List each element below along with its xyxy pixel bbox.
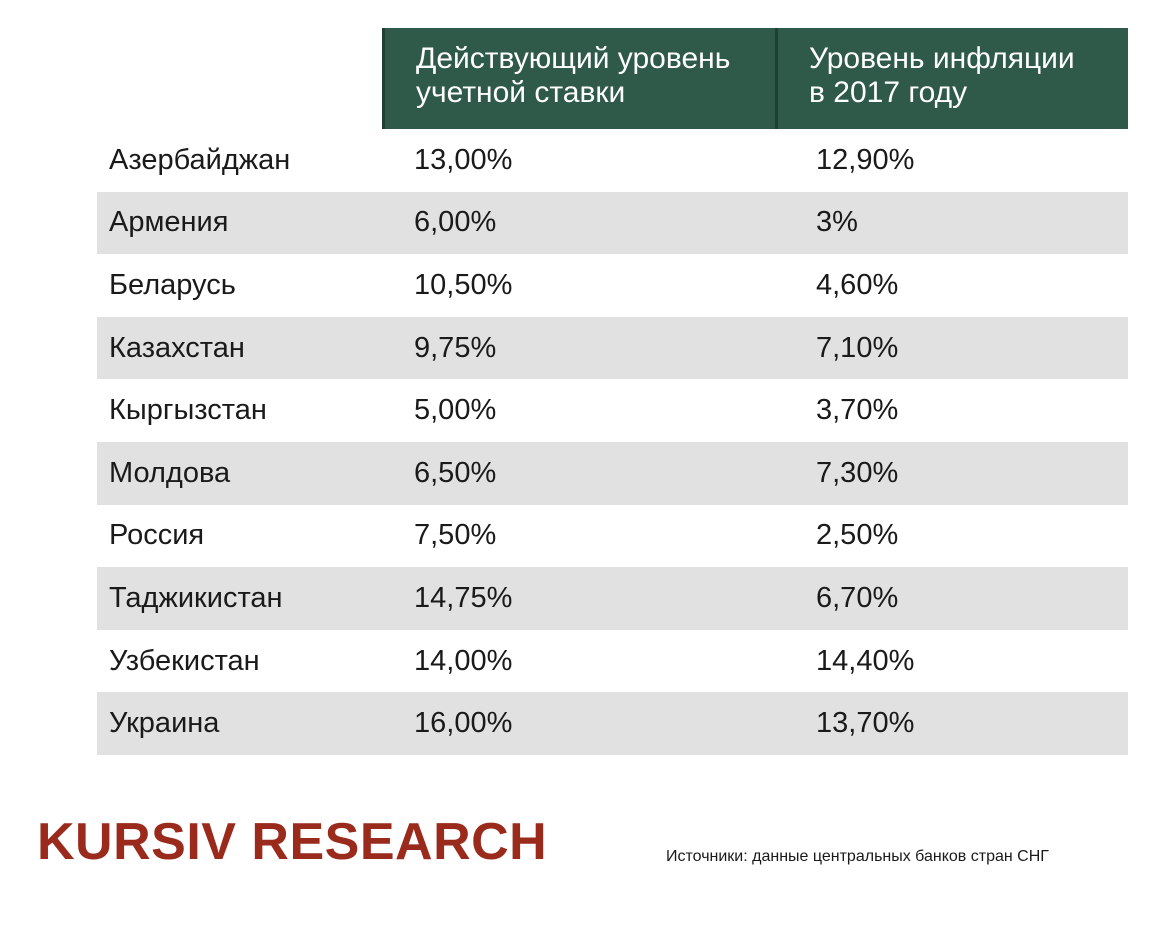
rate-cell: 7,50% (414, 519, 497, 552)
rate-cell: 16,00% (414, 707, 513, 740)
inflation-cell: 3% (816, 206, 858, 239)
inflation-cell: 14,40% (816, 644, 915, 677)
rate-cell: 6,50% (414, 456, 497, 489)
rate-cell: 9,75% (414, 331, 497, 364)
table-row: Украина 16,00% 13,70% (97, 692, 1128, 755)
country-cell: Таджикистан (109, 581, 283, 614)
data-table: Действующий уровень учетной ставки Урове… (97, 28, 1128, 755)
rate-cell: 6,00% (414, 206, 497, 239)
table-row: Казахстан 9,75% 7,10% (97, 316, 1128, 380)
source-note: Источники: данные центральных банков стр… (666, 848, 1049, 865)
table-row: Кыргызстан 5,00% 3,70% (97, 379, 1128, 442)
rate-cell: 14,75% (414, 581, 513, 614)
rate-cell: 14,00% (414, 644, 513, 677)
table-row: Беларусь 10,50% 4,60% (97, 254, 1128, 317)
header-inflation-line1: Уровень инфляции (809, 42, 1075, 75)
table-row: Армения 6,00% 3% (97, 191, 1128, 255)
table-row: Азербайджан 13,00% 12,90% (97, 129, 1128, 192)
country-cell: Кыргызстан (109, 394, 267, 427)
table-header: Действующий уровень учетной ставки Урове… (97, 28, 1128, 129)
inflation-cell: 13,70% (816, 707, 915, 740)
inflation-cell: 2,50% (816, 519, 899, 552)
header-spacer (97, 28, 382, 129)
inflation-cell: 6,70% (816, 581, 899, 614)
rate-cell: 13,00% (414, 143, 513, 176)
rate-cell: 10,50% (414, 268, 513, 301)
table-row: Россия 7,50% 2,50% (97, 505, 1128, 568)
header-rate-line1: Действующий уровень (416, 42, 731, 75)
country-cell: Узбекистан (109, 644, 260, 677)
inflation-cell: 3,70% (816, 394, 899, 427)
country-cell: Россия (109, 519, 205, 552)
table-row: Таджикистан 14,75% 6,70% (97, 567, 1128, 630)
rate-cell: 5,00% (414, 394, 497, 427)
table-row: Молдова 6,50% 7,30% (97, 441, 1128, 505)
country-cell: Молдова (109, 456, 231, 489)
table-row: Узбекистан 14,00% 14,40% (97, 630, 1128, 693)
inflation-cell: 7,10% (816, 331, 899, 364)
header-rate-line2: учетной ставки (416, 76, 626, 109)
header-inflation-line2: в 2017 году (809, 76, 968, 109)
inflation-cell: 4,60% (816, 268, 899, 301)
country-cell: Азербайджан (109, 143, 291, 176)
inflation-cell: 7,30% (816, 456, 899, 489)
country-cell: Казахстан (109, 331, 245, 364)
header-inflation: Уровень инфляции в 2017 году (775, 28, 1128, 129)
brand-logo: KURSIV RESEARCH (37, 813, 548, 871)
country-cell: Украина (109, 707, 220, 740)
country-cell: Армения (109, 206, 229, 239)
country-cell: Беларусь (109, 268, 236, 301)
inflation-cell: 12,90% (816, 143, 915, 176)
header-rate: Действующий уровень учетной ставки (382, 28, 775, 129)
